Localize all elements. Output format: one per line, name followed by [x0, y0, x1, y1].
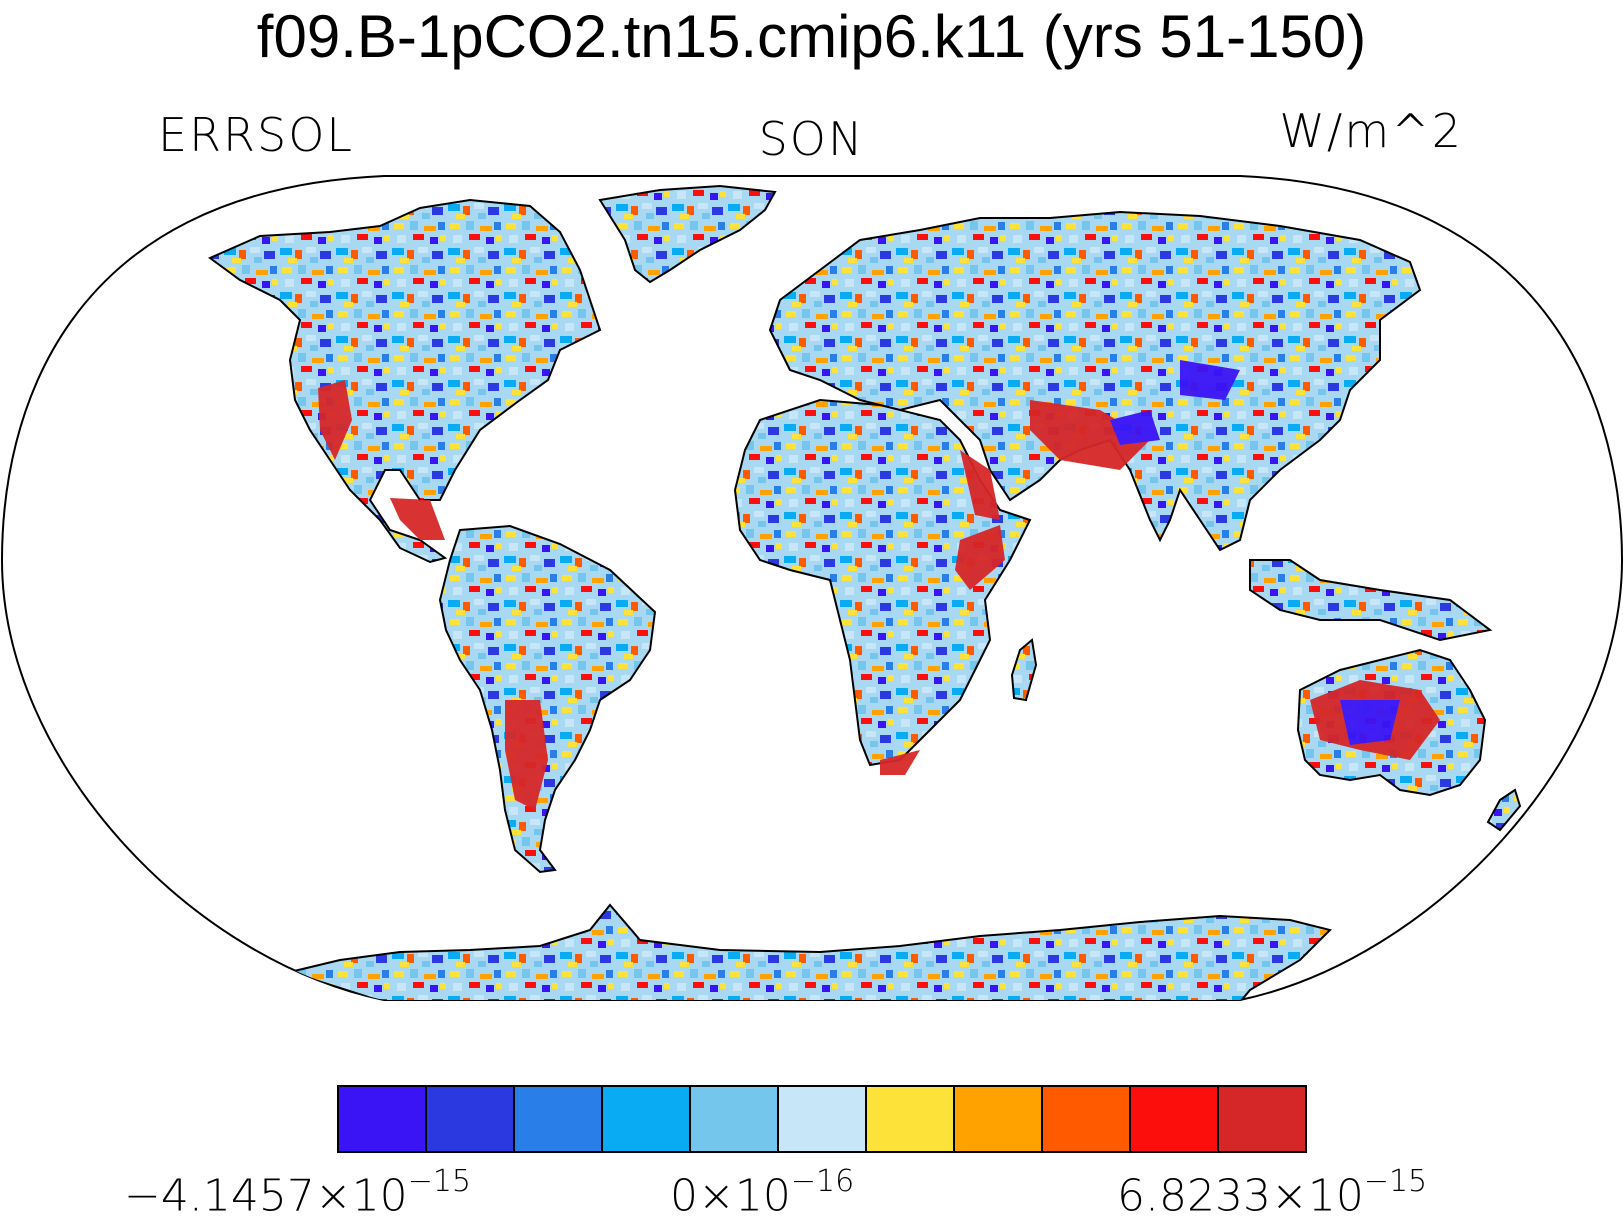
- variable-label: ERRSOL: [158, 108, 355, 162]
- se-asia-islands: [1249, 559, 1493, 642]
- colorbar-box-3: [601, 1085, 691, 1153]
- colorbar-box-7: [953, 1085, 1043, 1153]
- units-label: W/m^2: [1279, 104, 1463, 158]
- colorbar-max-mantissa: 6.8233×10: [1117, 1170, 1364, 1222]
- colorbar-max-exponent: −15: [1363, 1164, 1428, 1199]
- colorbar-min-exponent: −15: [407, 1164, 471, 1199]
- colorbar-mid-mantissa: 0×10: [670, 1170, 791, 1222]
- new-zealand-landmass: [1486, 788, 1522, 832]
- africa-landmass: [733, 398, 1032, 767]
- greenland-landmass: [598, 184, 777, 284]
- antarctica-landmass: [286, 903, 1332, 1000]
- land-field: [208, 184, 1522, 1000]
- colorbar: [337, 1085, 1307, 1153]
- anomaly-highlights: [318, 360, 1440, 810]
- colorbar-max-label: 6.8233×10−15: [1117, 1162, 1427, 1221]
- colorbar-min-label: −4.1457×10−15: [124, 1162, 471, 1221]
- north-america-landmass: [208, 198, 602, 564]
- colorbar-box-8: [1041, 1085, 1131, 1153]
- season-label: SON: [758, 112, 865, 166]
- colorbar-box-4: [689, 1085, 779, 1153]
- madagascar-landmass: [1010, 638, 1038, 702]
- colorbar-box-6: [865, 1085, 955, 1153]
- south-america-landmass: [438, 524, 657, 874]
- colorbar-box-10: [1217, 1085, 1307, 1153]
- colorbar-box-9: [1129, 1085, 1219, 1153]
- colorbar-mid-label: 0×10−16: [670, 1162, 854, 1221]
- colorbar-box-2: [513, 1085, 603, 1153]
- colorbar-box-0: [337, 1085, 427, 1153]
- plot-title: f09.B-1pCO2.tn15.cmip6.k11 (yrs 51-150): [256, 3, 1367, 70]
- colorbar-box-5: [777, 1085, 867, 1153]
- eurasia-landmass: [768, 210, 1422, 552]
- colorbar-min-mantissa: −4.1457×10: [124, 1170, 408, 1222]
- colorbar-mid-exponent: −16: [790, 1164, 855, 1199]
- colorbar-box-1: [425, 1085, 515, 1153]
